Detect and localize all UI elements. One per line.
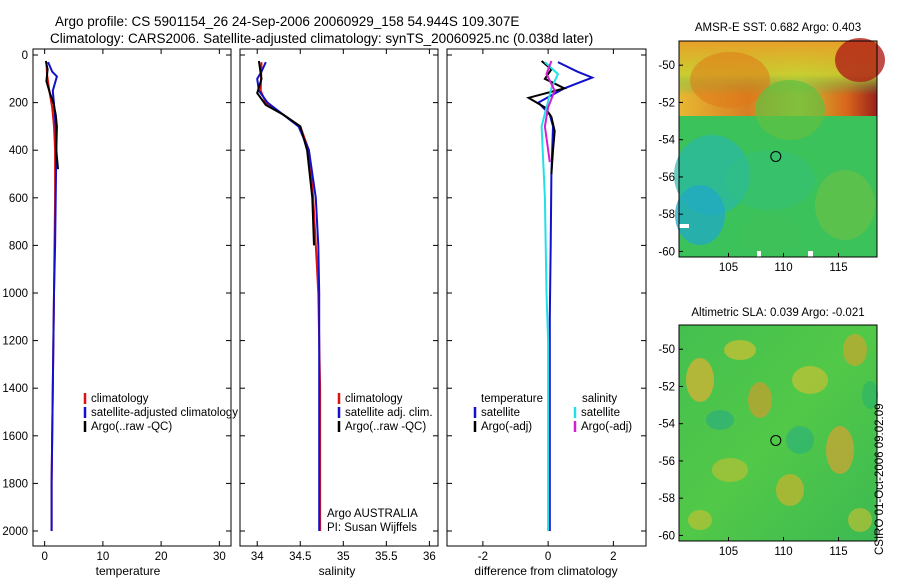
x-tick-label: 0 bbox=[41, 551, 47, 563]
x-tick-label: 0 bbox=[545, 551, 551, 563]
y-tick-label: 400 bbox=[9, 145, 28, 157]
x-tick-label: 34 bbox=[251, 551, 264, 563]
temperature-xlabel: temperature bbox=[96, 564, 161, 578]
x-tick-label: 20 bbox=[155, 551, 168, 563]
legend-climatology: climatology bbox=[91, 393, 149, 405]
legend-salinity-title: salinity bbox=[582, 393, 617, 405]
legend-temp-satellite: satellite bbox=[481, 407, 520, 419]
series-line-argo bbox=[256, 60, 315, 246]
map-y-tick-label: -58 bbox=[658, 209, 675, 221]
legend-satellite: satellite adj. clim. bbox=[345, 407, 433, 419]
timestamp-stamp: CSIRO 01-Oct-2006 09:02:09 bbox=[874, 403, 886, 556]
legend-sal-satellite: satellite bbox=[581, 407, 620, 419]
y-tick-label: 0 bbox=[22, 50, 28, 62]
legend-argo: Argo(..raw -QC) bbox=[91, 421, 172, 433]
x-tick-label: 34.5 bbox=[289, 551, 311, 563]
sla-map-image bbox=[679, 325, 878, 541]
x-tick-label: 30 bbox=[213, 551, 226, 563]
figure-title-line1: Argo profile: CS 5901154_26 24-Sep-2006 … bbox=[55, 14, 519, 29]
argo-annotation-line2: PI: Susan Wijffels bbox=[327, 522, 417, 534]
legend-temperature-title: temperature bbox=[481, 393, 543, 405]
y-tick-label: 1800 bbox=[2, 478, 28, 490]
legend-sal-argo: Argo(-adj) bbox=[581, 421, 632, 433]
salinity-axes bbox=[239, 48, 439, 547]
float-location-marker bbox=[770, 434, 782, 446]
series-line-argo bbox=[44, 60, 59, 170]
map-y-tick-label: -54 bbox=[658, 135, 675, 147]
map-x-tick-label: 105 bbox=[719, 262, 738, 274]
x-tick-label: 10 bbox=[96, 551, 109, 563]
series-line-argo bbox=[526, 60, 568, 175]
series-line-satellite bbox=[47, 61, 59, 531]
y-tick-label: 1600 bbox=[2, 431, 28, 443]
argo-annotation-line1: Argo AUSTRALIA bbox=[327, 508, 418, 520]
map-x-tick-label: 115 bbox=[829, 262, 847, 274]
x-tick-label: -2 bbox=[478, 551, 488, 563]
y-tick-label: 600 bbox=[9, 193, 28, 205]
legend-argo: Argo(..raw -QC) bbox=[345, 421, 426, 433]
temperature-axes bbox=[32, 48, 232, 547]
map-y-tick-label: -56 bbox=[658, 172, 675, 184]
map-y-tick-label: -54 bbox=[658, 419, 675, 431]
map-y-tick-label: -52 bbox=[658, 381, 675, 393]
series-line-satellite bbox=[256, 61, 321, 531]
map-y-tick-label: -50 bbox=[658, 344, 675, 356]
difference-axes bbox=[446, 48, 647, 547]
map-y-tick-label: -50 bbox=[658, 60, 675, 72]
legend-climatology: climatology bbox=[345, 393, 403, 405]
map-y-tick-label: -58 bbox=[658, 493, 675, 505]
y-tick-label: 2000 bbox=[2, 526, 28, 538]
map-x-tick-label: 110 bbox=[774, 546, 792, 558]
difference-xlabel: difference from climatology bbox=[474, 564, 617, 578]
y-tick-label: 800 bbox=[9, 240, 28, 252]
series-line-climatology bbox=[259, 62, 322, 531]
map-y-tick-label: -60 bbox=[658, 530, 675, 542]
legend-temp-argo: Argo(-adj) bbox=[481, 421, 532, 433]
legend-satellite: satellite-adjusted climatology bbox=[91, 407, 238, 419]
map-x-tick-label: 110 bbox=[774, 262, 792, 274]
map-y-tick-label: -60 bbox=[658, 246, 675, 258]
sst-map-title: AMSR-E SST: 0.682 Argo: 0.403 bbox=[695, 22, 861, 34]
y-tick-label: 200 bbox=[9, 98, 28, 110]
map-x-tick-label: 115 bbox=[829, 546, 847, 558]
sla-map-title: Altimetric SLA: 0.039 Argo: -0.021 bbox=[691, 307, 864, 319]
sst-map-axes bbox=[678, 40, 878, 258]
y-tick-label: 1000 bbox=[2, 288, 28, 300]
y-tick-label: 1200 bbox=[2, 336, 28, 348]
map-x-tick-label: 105 bbox=[719, 546, 738, 558]
x-tick-label: 36 bbox=[423, 551, 436, 563]
sst-map-image bbox=[674, 38, 885, 257]
salinity-xlabel: salinity bbox=[319, 564, 356, 578]
figure-title-line2: Climatology: CARS2006. Satellite-adjuste… bbox=[50, 31, 593, 46]
map-y-tick-label: -52 bbox=[658, 97, 675, 109]
series-line-sal_satellite bbox=[540, 61, 560, 531]
sla-map-axes bbox=[678, 324, 878, 542]
x-tick-label: 35 bbox=[337, 551, 350, 563]
series-line-sal_argo bbox=[543, 60, 556, 163]
float-location-marker bbox=[770, 150, 782, 162]
y-tick-label: 1400 bbox=[2, 383, 28, 395]
x-tick-label: 35.5 bbox=[375, 551, 397, 563]
x-tick-label: 2 bbox=[610, 551, 616, 563]
map-y-tick-label: -56 bbox=[658, 456, 675, 468]
